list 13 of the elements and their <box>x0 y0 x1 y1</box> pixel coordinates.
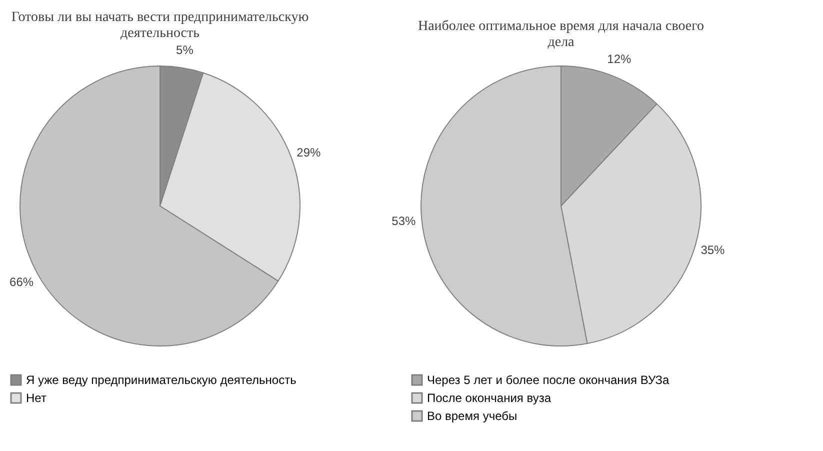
data-label: 66% <box>10 275 34 290</box>
data-label: 12% <box>607 52 632 66</box>
chart-title: Наиболее оптимальное время для начала своего дела <box>418 19 704 50</box>
legend-label: После окончания вуза <box>427 391 552 405</box>
data-label: 35% <box>700 243 726 258</box>
data-label: 53% <box>392 214 416 228</box>
legend-label: Нет <box>26 391 47 405</box>
legend-label: Через 5 лет и более после окончания ВУЗа <box>427 373 670 387</box>
data-label: 29% <box>296 145 321 160</box>
legend-label: Во время учебы <box>427 409 518 423</box>
data-label: 5% <box>176 42 194 57</box>
chart-title: Готовы ли вы начать вести предпринимательскую деятельность <box>11 10 309 41</box>
legend-label: Я уже веду предпринимательскую деятельность <box>26 373 296 387</box>
